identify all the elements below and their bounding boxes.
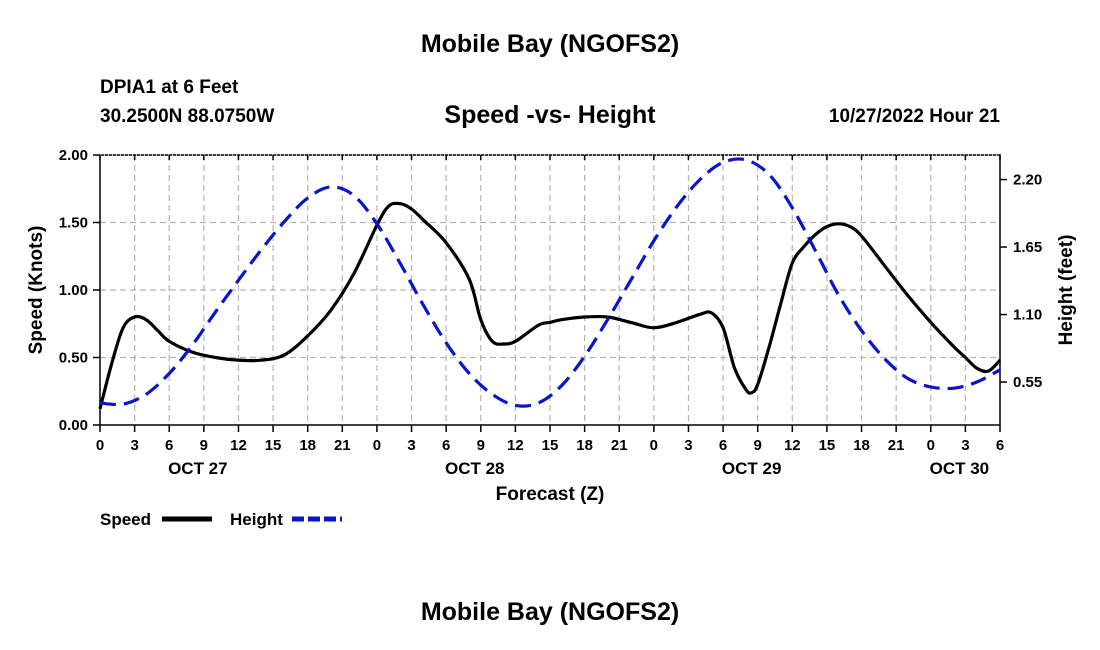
x-tick-label: 0: [96, 437, 104, 454]
x-tick-label: 18: [853, 437, 870, 454]
y2-tick-label: 1.65: [1013, 239, 1042, 256]
x-tick-label: 9: [754, 437, 762, 454]
y2-tick-label: 2.20: [1013, 172, 1042, 189]
x-tick-label: 15: [819, 437, 836, 454]
y-tick-label: 0.00: [59, 417, 88, 434]
legend-label-speed: Speed: [100, 510, 151, 529]
x-tick-label: 18: [299, 437, 316, 454]
legend-label-height: Height: [230, 510, 283, 529]
x-tick-label: 15: [265, 437, 282, 454]
y-tick-label: 2.00: [59, 147, 88, 164]
date-label: OCT 28: [445, 459, 505, 478]
x-tick-label: 12: [230, 437, 247, 454]
x-tick-label: 0: [927, 437, 935, 454]
x-tick-label: 15: [542, 437, 559, 454]
y2-tick-label: 0.55: [1013, 374, 1042, 391]
x-tick-label: 6: [442, 437, 450, 454]
x-tick-label: 6: [719, 437, 727, 454]
y-tick-label: 0.50: [59, 350, 88, 367]
x-tick-label: 3: [130, 437, 138, 454]
y-axis-title: Speed (Knots): [26, 226, 47, 355]
y2-tick-label: 1.10: [1013, 307, 1042, 324]
y2-axis-title: Height (feet): [1056, 235, 1077, 346]
page-title: Mobile Bay (NGOFS2): [420, 30, 680, 58]
x-tick-label: 3: [407, 437, 415, 454]
footer-title: Mobile Bay (NGOFS2): [420, 598, 680, 626]
chart-subtitle: Speed -vs- Height: [444, 101, 656, 129]
x-tick-label: 6: [996, 437, 1004, 454]
x-tick-label: 18: [576, 437, 593, 454]
x-tick-label: 0: [373, 437, 381, 454]
y-tick-label: 1.00: [59, 282, 88, 299]
x-tick-label: 6: [165, 437, 173, 454]
station-label: DPIA1 at 6 Feet: [100, 77, 239, 98]
x-tick-label: 3: [961, 437, 969, 454]
x-tick-label: 3: [684, 437, 692, 454]
x-axis-title: Forecast (Z): [496, 484, 605, 505]
speed-series-line: [98, 201, 1002, 410]
date-label: OCT 27: [168, 459, 228, 478]
forecast-datetime: 10/27/2022 Hour 21: [828, 106, 1000, 127]
x-tick-label: 9: [477, 437, 485, 454]
station-coordinates: 30.2500N 88.0750W: [100, 106, 275, 127]
height-series-line: [99, 157, 1001, 408]
x-tick-label: 21: [611, 437, 628, 454]
x-tick-label: 21: [888, 437, 905, 454]
date-label: OCT 29: [722, 459, 782, 478]
x-tick-label: 12: [784, 437, 801, 454]
x-tick-label: 12: [507, 437, 524, 454]
date-label: OCT 30: [930, 459, 990, 478]
y-tick-label: 1.50: [59, 215, 88, 232]
x-tick-label: 0: [650, 437, 658, 454]
x-tick-label: 21: [334, 437, 351, 454]
x-tick-label: 9: [200, 437, 208, 454]
